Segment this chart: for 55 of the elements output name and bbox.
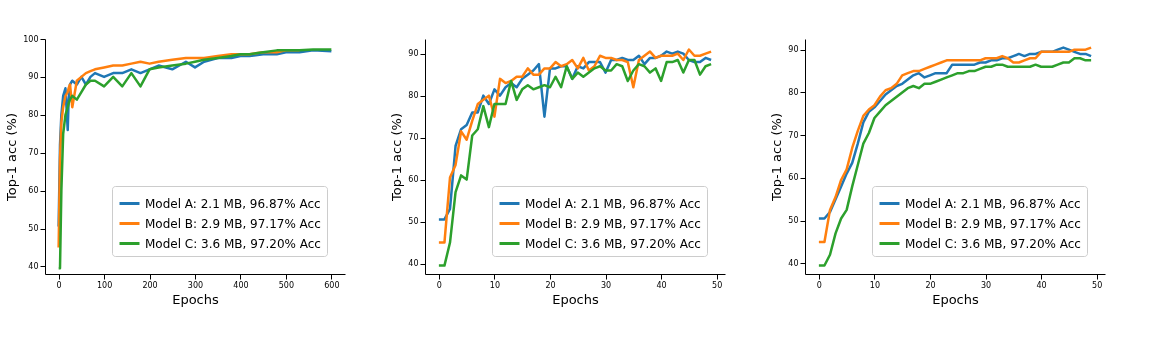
y-tick-label: 80: [28, 110, 39, 120]
x-tick-label: 500: [278, 280, 295, 290]
legend-label: Model C: 3.6 MB, 97.20% Acc: [525, 236, 701, 251]
x-tick-label: 30: [600, 280, 612, 290]
y-tick-label: 90: [408, 49, 419, 59]
y-axis-title: Top-1 acc (%): [389, 113, 405, 202]
x-tick-label: 10: [869, 280, 881, 290]
legend-label: Model C: 3.6 MB, 97.20% Acc: [145, 236, 321, 251]
x-tick-label: 0: [436, 280, 442, 290]
y-tick-label: 60: [408, 175, 419, 185]
y-tick-label: 70: [28, 148, 39, 158]
y-tick-label: 70: [408, 133, 419, 143]
x-tick-label: 0: [816, 280, 822, 290]
x-tick-label: 40: [1036, 280, 1047, 290]
y-tick-label: 40: [28, 261, 39, 271]
x-tick-label: 10: [489, 280, 501, 290]
y-tick-label: 90: [28, 72, 39, 82]
legend-label: Model A: 2.1 MB, 96.87% Acc: [145, 196, 321, 211]
x-tick-label: 20: [925, 280, 936, 290]
x-axis-title: Epochs: [552, 291, 600, 307]
x-axis-title: Epochs: [172, 291, 220, 307]
x-tick-label: 300: [187, 280, 204, 290]
legend-label: Model B: 2.9 MB, 97.17% Acc: [145, 216, 321, 231]
y-tick-label: 80: [788, 87, 799, 97]
x-tick-label: 400: [233, 280, 249, 290]
x-tick-label: 50: [712, 280, 723, 290]
y-tick-label: 40: [788, 258, 799, 268]
x-axis-title: Epochs: [932, 291, 980, 307]
legend-label: Model A: 2.1 MB, 96.87% Acc: [905, 196, 1081, 211]
y-tick-label: 80: [408, 91, 419, 101]
y-axis-title: Top-1 acc (%): [769, 113, 785, 202]
y-tick-label: 50: [788, 216, 799, 226]
x-tick-label: 50: [1092, 280, 1103, 290]
y-tick-label: 60: [788, 173, 799, 183]
x-tick-label: 200: [142, 280, 158, 290]
x-tick-label: 600: [324, 280, 340, 290]
y-axis-title: Top-1 acc (%): [4, 113, 20, 202]
legend-label: Model A: 2.1 MB, 96.87% Acc: [525, 196, 701, 211]
legend-label: Model B: 2.9 MB, 97.17% Acc: [905, 216, 1081, 231]
y-tick-label: 40: [408, 259, 419, 269]
line-series: [437, 58, 713, 267]
x-tick-label: 30: [980, 280, 992, 290]
legend-label: Model C: 3.6 MB, 97.20% Acc: [905, 236, 1081, 251]
y-tick-label: 100: [23, 34, 39, 44]
y-tick-label: 90: [788, 45, 799, 55]
x-tick-label: 40: [656, 280, 667, 290]
y-tick-label: 60: [28, 186, 39, 196]
y-tick-label: 50: [28, 224, 39, 234]
legend-label: Model B: 2.9 MB, 97.17% Acc: [525, 216, 701, 231]
line-series: [57, 48, 333, 270]
x-tick-label: 20: [545, 280, 556, 290]
y-tick-label: 70: [788, 130, 799, 140]
x-tick-label: 0: [56, 280, 62, 290]
y-tick-label: 50: [408, 217, 419, 227]
x-tick-label: 100: [96, 280, 113, 290]
